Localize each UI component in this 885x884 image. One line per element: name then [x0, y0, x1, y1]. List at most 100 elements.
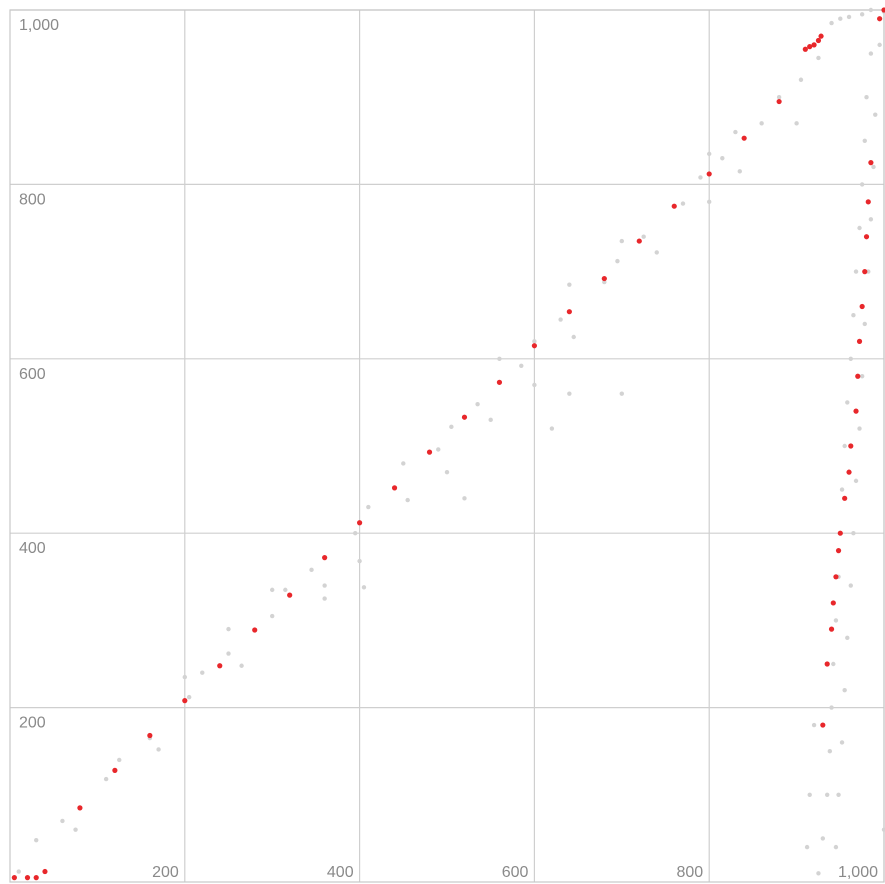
red-point	[426, 449, 433, 455]
grey-point	[405, 497, 410, 503]
grey-point	[807, 792, 812, 797]
grey-point	[877, 42, 882, 48]
grey-point	[859, 12, 865, 17]
red-point	[112, 767, 118, 773]
grey-point	[680, 201, 686, 206]
grey-point	[868, 51, 874, 56]
grey-point	[270, 613, 275, 619]
grey-point	[619, 391, 624, 396]
red-point	[217, 663, 223, 669]
plot-frame	[9, 9, 885, 883]
red-point	[859, 303, 865, 310]
grey-point	[827, 749, 833, 754]
grey-point	[804, 844, 810, 850]
grey-point	[619, 238, 624, 244]
x-tick-label: 200	[152, 864, 179, 881]
grey-point	[737, 169, 742, 174]
grey-point	[873, 112, 878, 117]
red-point	[77, 805, 83, 811]
grey-point	[866, 269, 871, 274]
grey-point	[322, 583, 327, 588]
grey-point	[361, 585, 367, 590]
grey-point	[707, 151, 712, 157]
red-point	[824, 661, 830, 667]
grey-point	[836, 792, 841, 797]
y-axis-tick-labels: 200 400 600 800 1,000	[19, 17, 59, 732]
grey-point	[839, 740, 845, 745]
grey-point	[824, 792, 830, 797]
grey-point	[73, 827, 78, 832]
red-point	[33, 875, 39, 881]
grey-point	[60, 818, 65, 824]
red-point	[357, 520, 363, 526]
grey-point	[862, 321, 867, 327]
grey-point	[868, 217, 874, 222]
red-point	[461, 414, 468, 420]
grey-point	[357, 558, 362, 564]
red-point	[842, 495, 848, 501]
grey-point	[794, 121, 799, 126]
grey-point	[654, 250, 659, 255]
grey-point	[845, 400, 850, 405]
x-tick-label: 400	[327, 864, 354, 881]
grey-point	[322, 596, 327, 601]
y-tick-label: 800	[19, 191, 46, 208]
red-point	[846, 469, 852, 475]
grey-point	[848, 583, 853, 588]
grey-point	[848, 356, 853, 361]
grey-point	[309, 567, 314, 573]
grey-point	[838, 16, 843, 21]
grey-point	[857, 426, 862, 431]
grey-point	[733, 129, 738, 135]
red-point	[636, 238, 642, 244]
grey-point	[602, 279, 607, 285]
red-point	[818, 33, 824, 39]
red-point	[830, 600, 836, 606]
y-tick-label: 400	[19, 540, 46, 557]
red-point	[322, 555, 328, 561]
grey-point	[846, 14, 852, 20]
grey-point	[833, 618, 839, 623]
grey-point	[859, 182, 865, 187]
grey-point	[444, 469, 450, 475]
grey-point	[833, 844, 839, 850]
grey-point	[845, 635, 850, 641]
red-point	[862, 269, 868, 275]
grey-point	[853, 269, 859, 274]
red-point	[820, 722, 826, 728]
grey-point	[868, 7, 874, 13]
grey-point	[857, 225, 862, 231]
y-tick-label: 200	[19, 715, 46, 732]
grey-point	[226, 651, 231, 656]
grey-point	[436, 447, 441, 452]
grey-point	[519, 363, 524, 368]
grey-point	[558, 317, 563, 322]
grey-point	[641, 234, 646, 239]
grey-point	[859, 374, 865, 379]
grey-point	[829, 705, 834, 710]
grey-point	[449, 424, 454, 430]
x-axis-tick-labels: 200 400 600 800 1,000	[152, 864, 878, 881]
red-point	[835, 548, 842, 554]
red-point	[252, 627, 258, 633]
red-point	[566, 309, 572, 315]
grey-point	[871, 164, 876, 170]
grey-point	[864, 95, 869, 100]
red-point	[496, 379, 503, 385]
grey-point	[270, 587, 275, 593]
red-point	[807, 44, 813, 50]
grey-point	[549, 426, 555, 431]
red-point	[855, 373, 861, 379]
red-point	[11, 875, 17, 881]
grey-point	[615, 258, 620, 264]
grey-point	[567, 282, 572, 287]
grey-point	[816, 871, 821, 876]
red-point	[601, 275, 607, 282]
grey-point	[283, 587, 288, 593]
grey-point	[842, 687, 847, 693]
grey-point	[475, 401, 480, 407]
grey-point	[698, 175, 703, 180]
red-point	[42, 868, 48, 875]
red-point	[837, 530, 843, 536]
red-point	[287, 592, 293, 598]
